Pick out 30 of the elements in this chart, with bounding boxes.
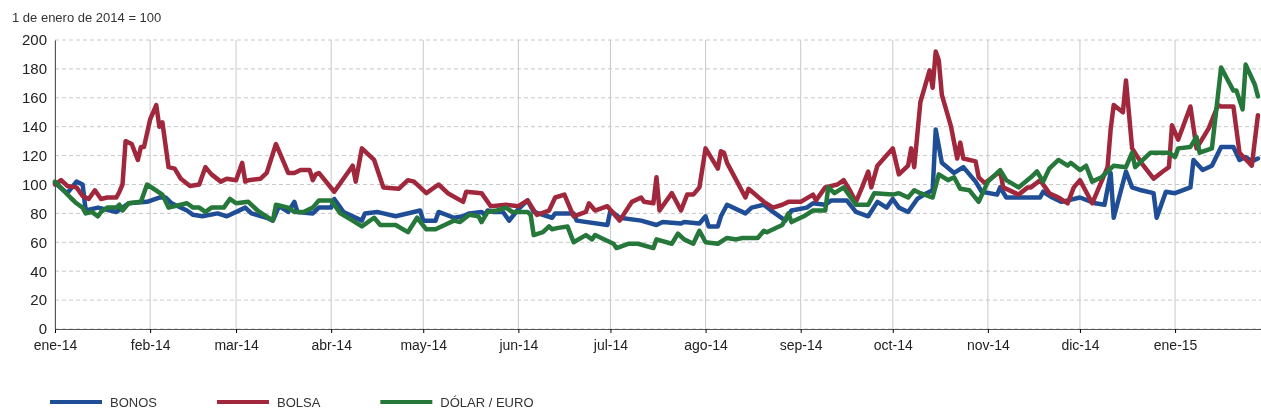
y-tick-label: 200 bbox=[21, 31, 47, 49]
x-tick-label: oct-14 bbox=[873, 337, 913, 353]
x-tick-label: ago-14 bbox=[684, 337, 729, 353]
x-tick-label: feb-14 bbox=[130, 337, 171, 353]
y-tick-label: 160 bbox=[21, 89, 47, 107]
x-tick-label: may-14 bbox=[400, 337, 448, 353]
x-tick-label: sep-14 bbox=[779, 337, 823, 353]
x-tick-label: mar-14 bbox=[214, 337, 259, 353]
legend-label: BOLSA bbox=[276, 395, 321, 410]
line-series bbox=[52, 62, 1261, 251]
x-tick-label: jul-14 bbox=[592, 337, 629, 353]
y-tick-label: 60 bbox=[30, 233, 47, 251]
y-tick-label: 40 bbox=[30, 262, 47, 280]
y-axis-title: 1 de enero de 2014 = 100 bbox=[12, 10, 162, 25]
y-tick-label: 180 bbox=[21, 60, 47, 78]
x-tick-label: ene-15 bbox=[1153, 337, 1198, 353]
legend-label: DÓLAR / EURO bbox=[440, 395, 534, 410]
x-tick-label: nov-14 bbox=[966, 337, 1010, 353]
legend-label: BONOS bbox=[110, 395, 158, 410]
y-tick-label: 0 bbox=[38, 320, 47, 338]
y-tick-label: 20 bbox=[30, 291, 47, 309]
y-tick-label: 80 bbox=[30, 204, 47, 222]
x-tick-label: dic-14 bbox=[1061, 337, 1100, 353]
y-tick-label: 120 bbox=[21, 146, 47, 164]
x-tick-label: abr-14 bbox=[311, 337, 353, 353]
x-tick-label: jun-14 bbox=[498, 337, 539, 353]
x-tick-label: ene-14 bbox=[33, 337, 78, 353]
line-series bbox=[52, 49, 1261, 223]
y-tick-label: 140 bbox=[21, 118, 47, 135]
y-tick-label: 100 bbox=[21, 175, 47, 193]
